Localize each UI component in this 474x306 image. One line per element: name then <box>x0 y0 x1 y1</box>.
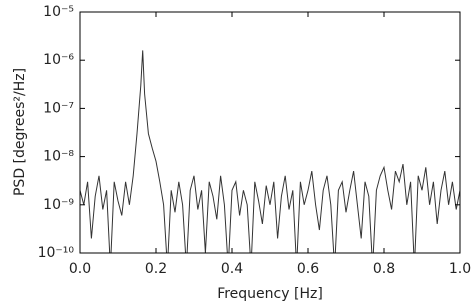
x-axis-label: Frequency [Hz] <box>217 286 323 302</box>
x-tick-label: 1.0 <box>449 261 471 277</box>
y-tick-label: 10⁻⁹ <box>43 197 74 213</box>
x-tick-label: 0.8 <box>373 261 395 277</box>
y-tick-label: 10⁻⁷ <box>43 100 74 116</box>
y-tick-label: 10⁻¹⁰ <box>38 245 75 261</box>
x-tick-label: 0.0 <box>69 261 91 277</box>
x-tick-label: 0.6 <box>297 261 319 277</box>
plot-area <box>80 50 460 253</box>
plot-frame <box>79 11 461 254</box>
x-tick-label: 0.4 <box>221 261 243 277</box>
y-tick-label: 10⁻⁵ <box>43 4 74 20</box>
y-axis-label: PSD [degrees²/Hz] <box>12 68 28 196</box>
y-tick-label: 10⁻⁸ <box>43 149 74 165</box>
y-tick-label: 10⁻⁶ <box>43 52 74 68</box>
x-tick-label: 0.2 <box>145 261 167 277</box>
psd-line <box>80 50 460 253</box>
